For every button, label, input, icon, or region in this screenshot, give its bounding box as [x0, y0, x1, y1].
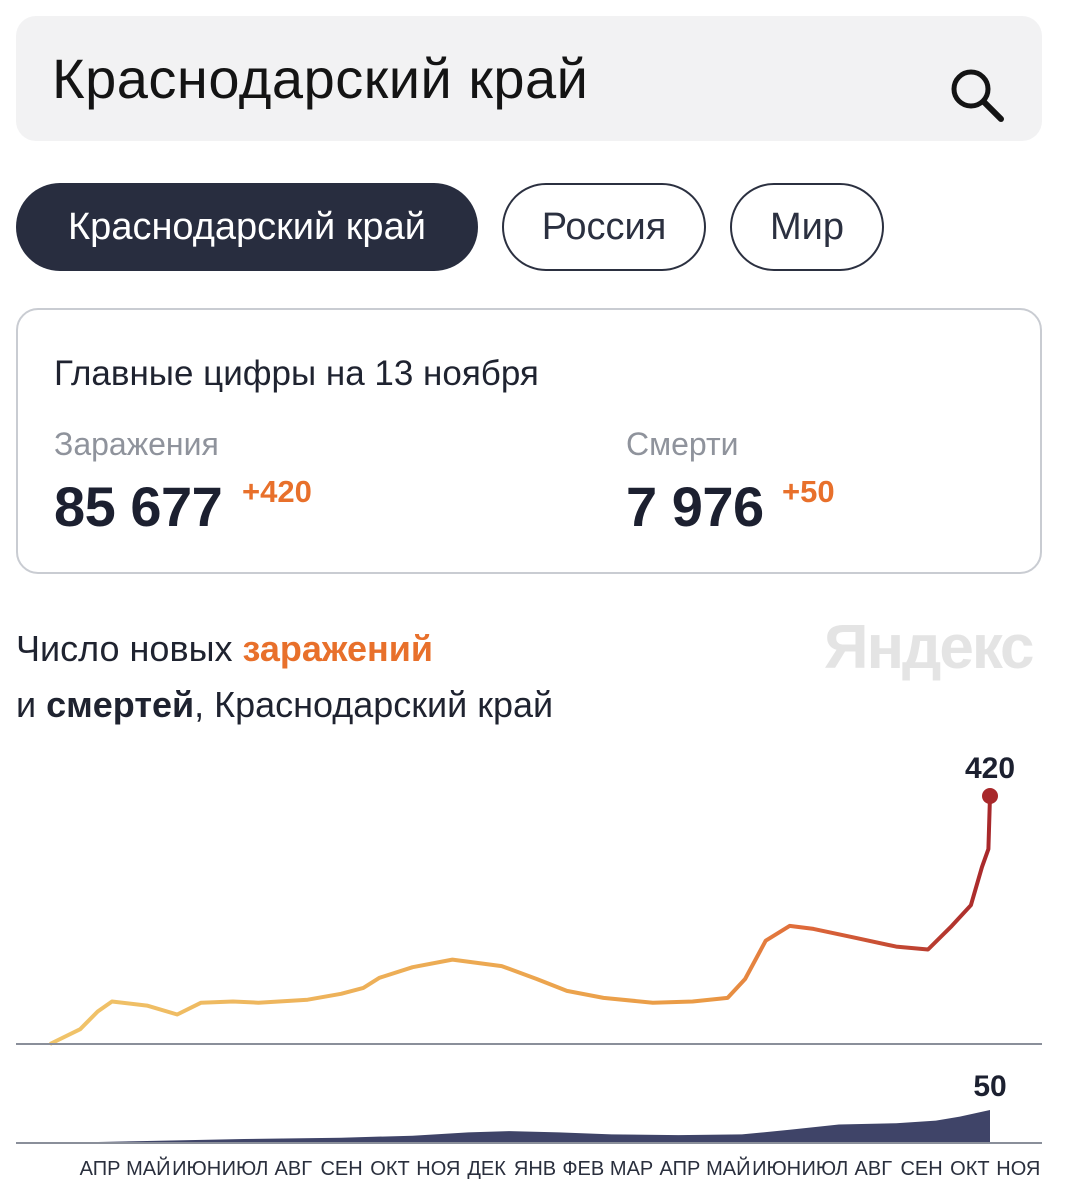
x-axis-ticks: АПР МАЙ ИЮН ИЮЛ АВГ СЕН ОКТ НОЯ ДЕК ЯНВ ФЕВ МАР АПР М…: [80, 1156, 1041, 1180]
infections-end-label: 420: [965, 752, 1015, 785]
x-tick-label: АВГ: [855, 1158, 893, 1180]
search-icon[interactable]: [948, 66, 1006, 124]
x-tick-label: МАЙ: [706, 1156, 750, 1180]
x-tick-label: ИЮЛ: [222, 1158, 269, 1180]
x-tick-label: ДЕК: [467, 1158, 506, 1180]
x-tick-label: АПР: [659, 1158, 700, 1180]
search-bar[interactable]: Краснодарский край: [16, 16, 1042, 141]
yandex-logo: Яндекс: [824, 613, 1035, 682]
x-tick-label: СЕН: [320, 1158, 362, 1180]
x-tick-label: АВГ: [275, 1158, 313, 1180]
deaths-value: 7 976: [626, 475, 764, 538]
covid-chart: 420 50 АПР МАЙ ИЮН ИЮЛ АВГ СЕН ОКТ НОЯ ДЕК ЯНВ ФЕВ…: [16, 752, 1042, 1180]
x-tick-label: СЕН: [900, 1158, 942, 1180]
x-tick-label: НОЯ: [996, 1158, 1040, 1180]
infections-line: [49, 795, 992, 1046]
deaths-label: Смерти: [626, 426, 739, 462]
infections-series: 420: [49, 752, 1015, 1046]
infections-endpoint: [982, 788, 998, 804]
chart-title-line1: Число новых заражений: [16, 628, 433, 670]
chart-title-infections: заражений: [242, 628, 433, 669]
deaths-series: 50: [50, 1070, 1007, 1143]
x-tick-label: ИЮН: [172, 1158, 221, 1180]
x-tick-label: ОКТ: [370, 1158, 409, 1180]
tab-krasnodar[interactable]: Краснодарский край: [16, 183, 478, 271]
tab-world[interactable]: Мир: [730, 183, 884, 271]
x-tick-label: ЯНВ: [514, 1158, 556, 1180]
chart-title-region: , Краснодарский край: [194, 684, 554, 725]
x-tick-label: АПР: [80, 1158, 121, 1180]
x-tick-label: ОКТ: [950, 1158, 989, 1180]
deaths-delta: +50: [782, 474, 835, 509]
chart-title-line2: и смертей, Краснодарский край: [16, 684, 553, 726]
infections-delta: +420: [242, 474, 312, 509]
x-tick-label: ИЮН: [752, 1158, 801, 1180]
tab-russia[interactable]: Россия: [502, 183, 706, 271]
x-tick-label: ИЮЛ: [801, 1158, 848, 1180]
chart-title-prefix: Число новых: [16, 628, 243, 669]
search-input[interactable]: Краснодарский край: [52, 47, 589, 110]
deaths-end-label: 50: [973, 1070, 1006, 1103]
summary-card: Главные цифры на 13 ноября Заражения 85 …: [16, 308, 1042, 574]
summary-title: Главные цифры на 13 ноября: [54, 354, 539, 393]
x-tick-label: НОЯ: [416, 1158, 460, 1180]
chart-title-prefix-2: и: [16, 684, 47, 725]
x-tick-label: МАЙ: [126, 1156, 170, 1180]
infections-value: 85 677: [54, 475, 223, 538]
deaths-area: [50, 1110, 990, 1143]
x-tick-label: ФЕВ: [562, 1158, 604, 1180]
x-tick-label: МАР: [610, 1158, 653, 1180]
chart-title-deaths: смертей: [46, 684, 195, 725]
infections-label: Заражения: [54, 426, 219, 462]
